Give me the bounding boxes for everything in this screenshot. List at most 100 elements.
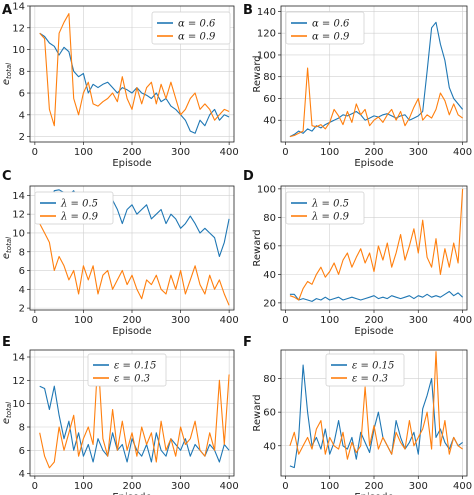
x-tick-label: 400 bbox=[220, 481, 239, 492]
x-tick-label: 200 bbox=[122, 315, 141, 326]
x-tick-label: 300 bbox=[171, 315, 190, 326]
y-tick-label: 100 bbox=[257, 50, 276, 61]
y-tick-label: 40 bbox=[263, 116, 276, 127]
y-tick-label: 40 bbox=[263, 270, 276, 281]
y-axis-label: etotal bbox=[1, 402, 13, 424]
y-tick-label: 60 bbox=[263, 94, 276, 105]
x-tick-label: 100 bbox=[74, 315, 93, 326]
y-axis-label: Reward bbox=[252, 55, 263, 92]
panel-c: 0 100 200 300 400 2 4 6 8 10 12 14 Episode etotal λ = … bbox=[1, 169, 239, 337]
series-line-2 bbox=[289, 67, 463, 138]
x-tick-label: 400 bbox=[220, 147, 239, 158]
legend-label-2: ε = 0.3 bbox=[114, 374, 150, 385]
series-line-2 bbox=[39, 356, 230, 469]
series-line-2 bbox=[39, 223, 230, 306]
x-tick-label: 300 bbox=[409, 481, 428, 492]
series-line-2 bbox=[289, 188, 464, 301]
y-tick-label: 100 bbox=[257, 184, 276, 195]
panel-letter-d: D bbox=[243, 169, 254, 184]
legend-label-1: ε = 0.15 bbox=[352, 361, 394, 372]
series-line-1 bbox=[289, 290, 463, 302]
panel-a: 0 100 200 300 400 2 4 6 8 10 12 14 Episode etotal α = … bbox=[1, 2, 239, 170]
panel-letter-a: A bbox=[2, 3, 12, 18]
x-tick-label: 0 bbox=[282, 481, 288, 492]
y-axis-label-main: e bbox=[1, 79, 12, 85]
panel-d: 0 100 200 300 400 20 40 60 80 100 Episode Reward λ =… bbox=[243, 169, 472, 337]
legend-label-1: α = 0.6 bbox=[312, 19, 350, 30]
y-axis-label-subscript: total bbox=[5, 63, 13, 79]
y-tick-label: 14 bbox=[12, 353, 25, 364]
y-tick-label: 8 bbox=[19, 423, 25, 434]
legend-label-2: λ = 0.9 bbox=[60, 212, 99, 223]
y-tick-label: 6 bbox=[19, 89, 25, 100]
y-tick-label: 80 bbox=[263, 213, 276, 224]
y-tick-label: 40 bbox=[263, 441, 276, 452]
x-tick-label: 100 bbox=[320, 481, 339, 492]
legend-label-1: λ = 0.5 bbox=[60, 199, 98, 210]
legend-label-2: ε = 0.3 bbox=[352, 374, 388, 385]
y-axis-label: Reward bbox=[252, 229, 263, 266]
y-tick-label: 14 bbox=[12, 191, 25, 202]
x-tick-label: 0 bbox=[282, 315, 288, 326]
y-tick-label: 60 bbox=[263, 241, 276, 252]
x-tick-label: 0 bbox=[32, 481, 38, 492]
x-axis-label: Episode bbox=[112, 492, 151, 495]
x-tick-label: 300 bbox=[171, 147, 190, 158]
y-tick-label: 10 bbox=[12, 45, 25, 56]
legend-label-1: α = 0.6 bbox=[178, 19, 216, 30]
panel-letter-f: F bbox=[243, 335, 252, 350]
x-tick-label: 400 bbox=[220, 315, 239, 326]
legend-label-1: λ = 0.5 bbox=[311, 199, 349, 210]
y-tick-label: 4 bbox=[19, 469, 25, 480]
panel-letter-b: B bbox=[243, 3, 253, 18]
x-tick-label: 0 bbox=[282, 147, 288, 158]
y-axis-label-main: e bbox=[1, 253, 12, 259]
y-axis-label: etotal bbox=[1, 237, 13, 259]
series-line-1 bbox=[289, 21, 464, 138]
x-tick-label: 300 bbox=[171, 481, 190, 492]
y-tick-label: 2 bbox=[19, 132, 25, 143]
y-tick-label: 10 bbox=[12, 228, 25, 239]
x-tick-label: 100 bbox=[74, 481, 93, 492]
y-tick-label: 8 bbox=[19, 67, 25, 78]
y-tick-label: 10 bbox=[12, 399, 25, 410]
y-tick-label: 2 bbox=[19, 304, 25, 315]
x-tick-label: 100 bbox=[74, 147, 93, 158]
legend-label-1: ε = 0.15 bbox=[114, 361, 156, 372]
y-tick-label: 12 bbox=[12, 210, 25, 221]
y-axis-label-subscript: total bbox=[5, 402, 13, 418]
y-axis-label: Reward bbox=[252, 394, 263, 431]
x-tick-label: 300 bbox=[409, 147, 428, 158]
x-axis-label: Episode bbox=[354, 326, 393, 337]
legend-label-2: α = 0.9 bbox=[312, 32, 350, 43]
x-axis-label: Episode bbox=[354, 492, 393, 495]
x-tick-label: 200 bbox=[364, 147, 383, 158]
x-tick-label: 400 bbox=[453, 147, 472, 158]
y-tick-label: 4 bbox=[19, 110, 25, 121]
y-axis-label: etotal bbox=[1, 63, 13, 85]
y-tick-label: 60 bbox=[263, 408, 276, 419]
y-tick-label: 80 bbox=[263, 72, 276, 83]
x-tick-label: 300 bbox=[409, 315, 428, 326]
y-tick-label: 80 bbox=[263, 374, 276, 385]
x-tick-label: 400 bbox=[453, 315, 472, 326]
x-axis-label: Episode bbox=[354, 158, 393, 169]
y-tick-label: 4 bbox=[19, 285, 25, 296]
y-tick-label: 6 bbox=[19, 446, 25, 457]
y-axis-label-subscript: total bbox=[5, 237, 13, 253]
x-tick-label: 0 bbox=[32, 315, 38, 326]
x-tick-label: 200 bbox=[364, 481, 383, 492]
y-tick-label: 6 bbox=[19, 266, 25, 277]
x-tick-label: 400 bbox=[453, 481, 472, 492]
y-tick-label: 140 bbox=[257, 7, 276, 18]
x-tick-label: 200 bbox=[122, 481, 141, 492]
x-tick-label: 200 bbox=[364, 315, 383, 326]
x-axis-label: Episode bbox=[112, 326, 151, 337]
series-line-2 bbox=[289, 351, 463, 460]
x-axis-label: Episode bbox=[112, 158, 151, 169]
y-axis-label-main: e bbox=[1, 418, 12, 424]
series-line-2 bbox=[39, 13, 230, 127]
x-tick-label: 100 bbox=[320, 147, 339, 158]
y-tick-label: 14 bbox=[12, 2, 25, 13]
